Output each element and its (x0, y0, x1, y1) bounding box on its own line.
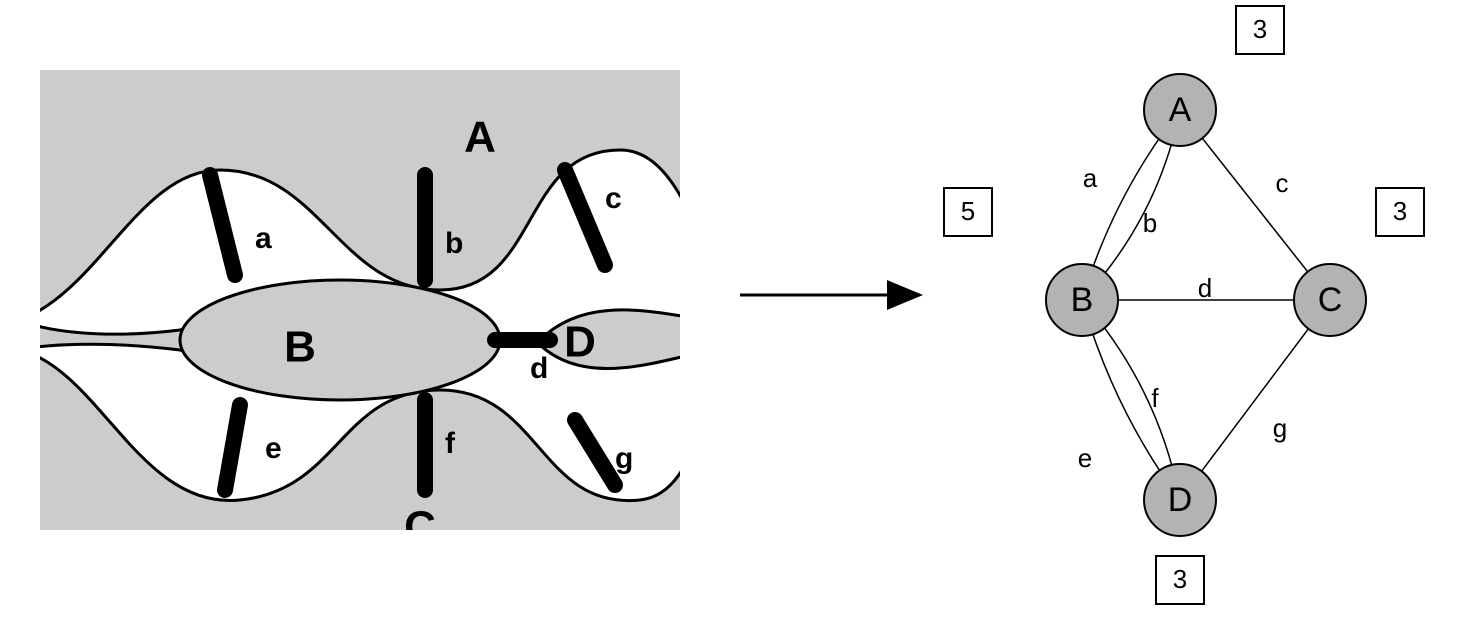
degree-value-D: 3 (1173, 564, 1187, 594)
diagram-container: a b c d e f g A B C Da b c d e f g A 3 B 5 C 3 D 3 (0, 0, 1482, 644)
bridge-label-a: a (255, 222, 272, 255)
edge-label-e: e (1078, 443, 1092, 473)
edge-label-d: d (1198, 273, 1212, 303)
node-label-C: C (1318, 281, 1343, 319)
edge-label-g: g (1273, 413, 1287, 443)
edge-label-b: b (1143, 208, 1157, 238)
region-label-C: C (404, 503, 436, 552)
edge-label-f: f (1151, 383, 1159, 413)
node-label-B: B (1071, 281, 1094, 319)
bridge-label-b: b (445, 227, 463, 260)
edge-label-a: a (1083, 163, 1098, 193)
bridge-label-g: g (615, 442, 633, 475)
bridge-label-d: d (530, 352, 548, 385)
bridge-label-f: f (445, 427, 456, 460)
edge-g (1180, 300, 1330, 500)
degree-value-C: 3 (1393, 196, 1407, 226)
region-label-A: A (464, 113, 496, 162)
edge-label-c: c (1276, 168, 1289, 198)
island-b (180, 280, 500, 400)
degree-value-B: 5 (961, 196, 975, 226)
region-label-B: B (284, 323, 316, 372)
node-label-A: A (1169, 91, 1192, 129)
map-panel: a b c d e f g A B C D (20, 70, 740, 552)
diagram-svg: a b c d e f g A B C Da b c d e f g A 3 B 5 C 3 D 3 (0, 0, 1482, 644)
degree-value-A: 3 (1253, 14, 1267, 44)
region-label-D: D (564, 318, 596, 367)
bridge-label-c: c (605, 182, 622, 215)
bridge-label-e: e (265, 432, 282, 465)
node-label-D: D (1168, 481, 1193, 519)
